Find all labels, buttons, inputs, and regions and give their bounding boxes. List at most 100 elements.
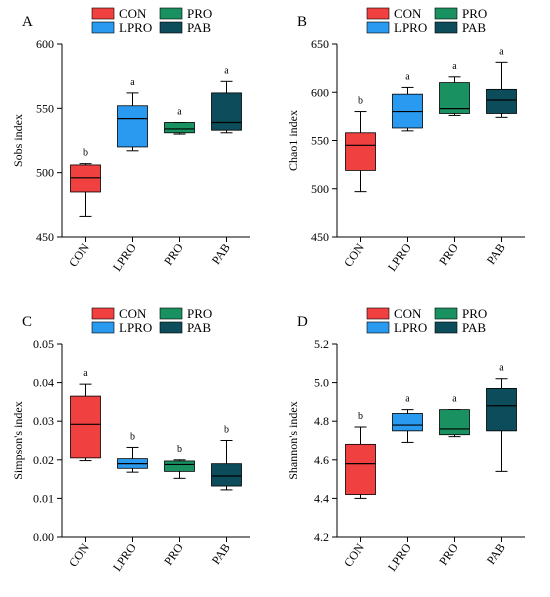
- legend-swatch: [159, 7, 183, 20]
- x-tick-label: CON: [341, 540, 367, 569]
- legend-label: PRO: [462, 6, 487, 21]
- significance-letter: a: [224, 65, 229, 76]
- y-axis-title: Simpson's index: [11, 401, 25, 480]
- significance-letter: a: [499, 363, 504, 374]
- legend-item-pab: PAB: [434, 320, 486, 335]
- legend-label: LPRO: [394, 20, 427, 35]
- legend-label: PRO: [187, 6, 212, 21]
- legend-label: PRO: [187, 306, 212, 321]
- legend-swatch: [434, 21, 458, 34]
- box-con: b: [70, 148, 101, 217]
- legend-item-con: CON: [91, 6, 147, 21]
- significance-letter: b: [83, 148, 88, 159]
- legend-item-pro: PRO: [434, 6, 487, 21]
- y-tick-label: 450: [311, 230, 329, 244]
- y-tick-label: 0.01: [33, 491, 54, 505]
- y-tick-label: 4.2: [314, 530, 329, 544]
- legend-label: CON: [394, 306, 422, 321]
- legend-swatch: [366, 321, 390, 334]
- legend-label: LPRO: [119, 320, 152, 335]
- y-tick-label: 5.0: [314, 376, 329, 390]
- box-lpro: a: [117, 77, 148, 152]
- box-iqr: [439, 409, 470, 436]
- box-iqr: [486, 387, 517, 432]
- y-tick-label: 0.03: [33, 414, 54, 428]
- y-axis-title: Sobs index: [11, 114, 25, 167]
- significance-letter: b: [177, 444, 182, 455]
- y-tick-label: 550: [36, 101, 54, 115]
- y-tick-label: 450: [36, 230, 54, 244]
- x-tick-label: PRO: [161, 240, 186, 267]
- box-iqr: [211, 463, 242, 487]
- legend-swatch: [434, 321, 458, 334]
- legend-item-pro: PRO: [159, 306, 212, 321]
- box-pro: a: [439, 61, 470, 116]
- legend-label: PAB: [462, 320, 486, 335]
- legend-item-con: CON: [366, 306, 422, 321]
- box-pab: a: [211, 65, 242, 134]
- legend-item-con: CON: [91, 306, 147, 321]
- box-iqr: [117, 105, 148, 148]
- panel-letter: B: [297, 14, 307, 30]
- box-iqr: [345, 132, 376, 171]
- legend-item-pab: PAB: [159, 320, 211, 335]
- y-tick-label: 0.05: [33, 337, 54, 351]
- x-tick-label: PRO: [436, 540, 461, 567]
- box-lpro: a: [392, 71, 423, 132]
- legend-label: PAB: [462, 20, 486, 35]
- significance-letter: a: [83, 368, 88, 379]
- y-tick-label: 600: [36, 37, 54, 51]
- box-con: a: [70, 368, 101, 462]
- x-tick-label: LPRO: [385, 540, 414, 573]
- legend-swatch: [366, 21, 390, 34]
- legend-item-lpro: LPRO: [366, 20, 427, 35]
- legend-swatch: [91, 7, 115, 20]
- legend-item-lpro: LPRO: [91, 20, 152, 35]
- y-tick-label: 650: [311, 37, 329, 51]
- legend-swatch: [434, 7, 458, 20]
- legend-swatch: [91, 307, 115, 320]
- y-tick-label: 4.8: [314, 414, 329, 428]
- legend-label: CON: [119, 6, 147, 21]
- significance-letter: a: [452, 61, 457, 72]
- box-iqr: [486, 88, 517, 114]
- panel-letter: C: [22, 314, 32, 330]
- legend-swatch: [159, 307, 183, 320]
- legend-item-pab: PAB: [159, 20, 211, 35]
- y-tick-label: 600: [311, 85, 329, 99]
- panel-c: C 0.00 0.01 0.02 0.03 0.04 0.05 Simpson's index…: [11, 306, 250, 574]
- x-tick-label: CON: [66, 540, 92, 569]
- y-tick-label: 500: [311, 182, 329, 196]
- legend-item-lpro: LPRO: [91, 320, 152, 335]
- significance-letter: a: [177, 106, 182, 117]
- significance-letter: b: [358, 411, 363, 422]
- box-pro: b: [164, 444, 195, 479]
- y-tick-label: 500: [36, 166, 54, 180]
- y-tick-label: 4.6: [314, 453, 329, 467]
- legend-label: PAB: [187, 20, 211, 35]
- x-tick-label: CON: [66, 240, 92, 269]
- box-pro: a: [164, 106, 195, 135]
- legend-label: LPRO: [119, 20, 152, 35]
- x-tick-label: LPRO: [385, 240, 414, 273]
- box-con: b: [345, 96, 376, 193]
- legend-item-pro: PRO: [159, 6, 212, 21]
- box-iqr: [164, 122, 195, 134]
- legend-swatch: [91, 21, 115, 34]
- box-iqr: [345, 443, 376, 495]
- box-lpro: b: [117, 431, 148, 473]
- x-tick-label: CON: [341, 240, 367, 269]
- y-tick-label: 4.4: [314, 491, 329, 505]
- box-pab: a: [486, 363, 517, 472]
- legend-swatch: [366, 307, 390, 320]
- y-axis-title: Chao1 index: [286, 110, 300, 171]
- box-con: b: [345, 411, 376, 499]
- legend-swatch: [159, 321, 183, 334]
- x-tick-label: LPRO: [110, 540, 139, 573]
- x-tick-label: PRO: [436, 240, 461, 267]
- y-axis-title: Shannon's index: [286, 401, 300, 480]
